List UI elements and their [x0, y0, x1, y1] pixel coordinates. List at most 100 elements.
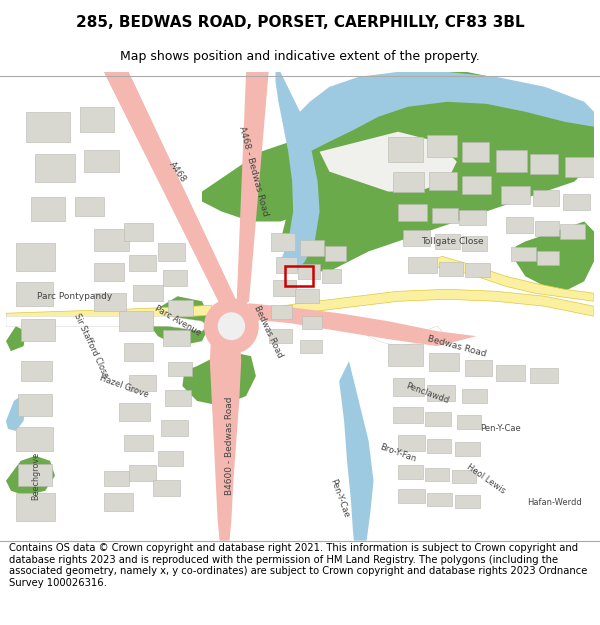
Bar — [16, 282, 53, 306]
Bar — [464, 263, 490, 278]
Bar — [275, 258, 297, 273]
Polygon shape — [104, 72, 241, 323]
Circle shape — [204, 298, 259, 354]
Bar — [506, 217, 533, 234]
Polygon shape — [6, 456, 55, 496]
Bar — [435, 234, 460, 249]
Bar — [430, 353, 459, 371]
Bar — [168, 300, 193, 316]
Bar — [161, 420, 188, 436]
Bar — [462, 142, 489, 162]
Bar — [269, 329, 292, 343]
Bar — [271, 305, 292, 319]
Bar — [124, 343, 153, 361]
Bar — [128, 375, 156, 391]
Polygon shape — [104, 72, 241, 323]
Bar — [85, 149, 119, 172]
Bar — [94, 263, 124, 281]
Bar — [462, 236, 487, 251]
Bar — [563, 194, 590, 209]
Text: Hazel Grove: Hazel Grove — [98, 373, 149, 399]
Bar — [462, 176, 491, 194]
Polygon shape — [320, 132, 457, 191]
Bar — [427, 492, 452, 506]
Polygon shape — [251, 289, 594, 323]
Bar — [168, 362, 192, 376]
Bar — [560, 224, 585, 239]
Bar — [300, 340, 322, 353]
Bar — [163, 271, 187, 286]
Bar — [427, 439, 451, 453]
Bar — [398, 435, 425, 451]
Bar — [496, 365, 526, 381]
Bar — [163, 330, 190, 346]
Bar — [455, 495, 481, 508]
Bar — [425, 468, 449, 481]
Bar — [388, 344, 422, 366]
Text: Contains OS data © Crown copyright and database right 2021. This information is : Contains OS data © Crown copyright and d… — [9, 543, 587, 588]
Bar — [464, 360, 492, 376]
Text: Penclawdd: Penclawdd — [404, 381, 450, 405]
Bar — [271, 234, 295, 251]
Polygon shape — [236, 72, 269, 311]
Bar — [16, 243, 55, 271]
Bar — [119, 311, 153, 331]
Polygon shape — [339, 361, 374, 541]
Bar — [286, 266, 313, 286]
Bar — [398, 204, 427, 221]
Bar — [300, 241, 323, 256]
Bar — [21, 319, 55, 341]
Bar — [79, 107, 114, 132]
Bar — [124, 224, 153, 241]
Bar — [16, 427, 53, 451]
Bar — [398, 489, 425, 502]
Bar — [459, 209, 486, 226]
Bar — [158, 243, 185, 261]
Bar — [455, 442, 481, 456]
Bar — [322, 269, 341, 283]
Text: Bro-Y-Fan: Bro-Y-Fan — [379, 442, 418, 464]
Bar — [533, 189, 559, 206]
Bar — [393, 172, 424, 191]
Text: Map shows position and indicative extent of the property.: Map shows position and indicative extent… — [120, 50, 480, 62]
Text: 285, BEDWAS ROAD, PORSET, CAERPHILLY, CF83 3BL: 285, BEDWAS ROAD, PORSET, CAERPHILLY, CF… — [76, 15, 524, 30]
Bar — [496, 149, 527, 172]
Bar — [430, 172, 457, 189]
Polygon shape — [515, 221, 594, 291]
Bar — [128, 256, 156, 271]
Text: Sir Stafford Close: Sir Stafford Close — [73, 312, 110, 380]
Text: Pen-Y-Cae: Pen-Y-Cae — [481, 424, 521, 433]
Bar — [462, 389, 487, 403]
Bar — [74, 196, 104, 216]
Bar — [457, 415, 481, 429]
Bar — [393, 378, 424, 396]
Bar — [433, 208, 458, 224]
Text: B4600 - Bedwas Road: B4600 - Bedwas Road — [225, 397, 234, 495]
Bar — [26, 112, 70, 142]
Bar — [325, 246, 346, 261]
Polygon shape — [241, 303, 476, 346]
Polygon shape — [6, 326, 26, 351]
Bar — [18, 394, 52, 416]
Bar — [21, 361, 52, 381]
Polygon shape — [6, 313, 207, 331]
Bar — [153, 480, 181, 496]
Bar — [408, 258, 437, 273]
Text: Pen-Y-Cae: Pen-Y-Cae — [328, 478, 350, 519]
Text: A468 - Bedwas Road: A468 - Bedwas Road — [236, 126, 269, 218]
Text: Heol Lewis: Heol Lewis — [465, 462, 507, 496]
Bar — [403, 231, 430, 246]
Polygon shape — [290, 72, 594, 159]
Bar — [16, 492, 55, 521]
Bar — [124, 435, 153, 451]
Bar — [427, 385, 455, 401]
Bar — [133, 285, 163, 301]
Bar — [452, 470, 476, 482]
Bar — [158, 451, 184, 466]
Bar — [425, 412, 451, 426]
Bar — [501, 186, 530, 204]
Bar — [388, 137, 422, 162]
Bar — [530, 154, 558, 174]
Text: Parc Avenue: Parc Avenue — [153, 304, 202, 338]
Bar — [31, 196, 65, 221]
